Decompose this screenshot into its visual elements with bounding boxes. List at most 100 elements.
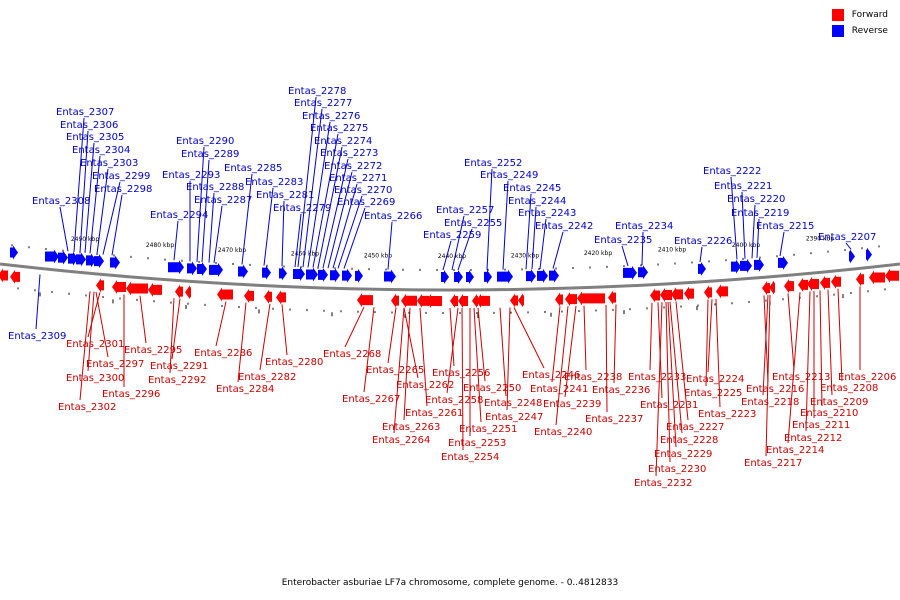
reverse-gene-label: Entas_2242 <box>535 221 593 232</box>
reverse-leader-line <box>502 180 509 270</box>
forward-gene-label: Entas_2291 <box>150 361 208 372</box>
forward-gene-arrow <box>450 293 458 308</box>
reverse-gene-arrow <box>778 255 788 270</box>
forward-leader-line <box>449 307 455 367</box>
reverse-gene-arrow <box>849 249 855 264</box>
scale-tick-label: 2400 kbp <box>732 242 760 249</box>
reverse-leader-line <box>294 213 302 267</box>
reverse-gene-label: Entas_2308 <box>32 196 90 207</box>
reverse-gene-label: Entas_2235 <box>594 235 652 246</box>
reverse-leader-line <box>621 245 629 267</box>
forward-leader-line <box>473 307 482 423</box>
reverse-leader-line <box>201 159 210 263</box>
reverse-leader-line <box>756 218 760 258</box>
reverse-gene-label: Entas_2222 <box>703 166 761 177</box>
reverse-gene-arrow <box>342 268 352 283</box>
forward-leader-line <box>837 288 843 382</box>
forward-gene-arrow <box>112 280 126 295</box>
forward-gene-label: Entas_2258 <box>425 395 483 406</box>
scale-tick-label: 2410 kbp <box>658 247 686 254</box>
forward-gene-label: Entas_2237 <box>585 414 643 425</box>
scale-tick-label: 2470 kbp <box>218 247 246 254</box>
map-caption: Enterobacter asburiae LF7a chromosome, c… <box>281 578 619 588</box>
reverse-leader-line <box>845 242 852 250</box>
reverse-leader-line <box>451 215 465 271</box>
reverse-swatch <box>831 25 844 37</box>
reverse-leader-line <box>96 168 109 255</box>
reverse-gene-label: Entas_2281 <box>256 190 314 201</box>
reverse-gene-label: Entas_2266 <box>364 211 422 222</box>
reverse-leader-line <box>730 176 738 260</box>
forward-gene-label: Entas_2300 <box>66 373 124 384</box>
forward-gene-arrow <box>684 286 694 301</box>
reverse-gene-arrow <box>318 267 328 282</box>
reverse-leader-line <box>111 194 123 256</box>
reverse-gene-label: Entas_2303 <box>80 158 138 169</box>
forward-gene-arrow <box>391 293 399 308</box>
reverse-gene-label: Entas_2288 <box>186 182 244 193</box>
reverse-gene-arrow <box>698 261 706 276</box>
reverse-gene-label: Entas_2245 <box>503 183 561 194</box>
forward-gene-arrow <box>807 276 819 291</box>
reverse-gene-label: Entas_2272 <box>324 161 382 172</box>
reverse-gene-arrow <box>168 260 184 275</box>
reverse-gene-arrow <box>238 264 248 279</box>
reverse-gene-arrow <box>58 250 68 265</box>
legend-reverse: Reverse <box>831 24 888 38</box>
reverse-leader-line <box>552 231 564 269</box>
forward-gene-label: Entas_2256 <box>432 368 490 379</box>
reverse-leader-line <box>263 187 274 266</box>
reverse-leader-line <box>59 206 69 252</box>
reverse-gene-arrow <box>94 254 104 269</box>
forward-gene-arrow <box>784 279 794 294</box>
forward-leader-line <box>551 306 561 383</box>
reverse-gene-label: Entas_2299 <box>92 171 150 182</box>
reverse-gene-arrow <box>10 245 18 260</box>
reverse-leader-line <box>741 191 746 259</box>
forward-leader-line <box>665 301 671 463</box>
reverse-leader-line <box>457 228 473 271</box>
reverse-gene-label: Entas_2219 <box>731 208 789 219</box>
reverse-gene-arrow <box>384 269 396 284</box>
reverse-leader-line <box>486 168 493 270</box>
forward-leader-line <box>667 301 677 448</box>
reverse-gene-arrow <box>197 262 207 277</box>
reverse-leader-line <box>337 195 363 269</box>
reverse-leader-line <box>89 155 101 254</box>
forward-leader-line <box>259 303 271 371</box>
reverse-gene-arrow <box>731 259 741 274</box>
forward-gene-arrow <box>762 281 770 296</box>
forward-leader-line <box>87 292 101 338</box>
chromosome-backbone <box>0 262 900 292</box>
reverse-leader-line <box>79 130 89 253</box>
forward-gene-label: Entas_2238 <box>564 372 622 383</box>
forward-gene-label: Entas_2282 <box>238 372 296 383</box>
forward-gene-label: Entas_2217 <box>744 458 802 469</box>
reverse-gene-arrow <box>623 265 637 280</box>
reverse-gene-label: Entas_2249 <box>480 170 538 181</box>
legend: Forward Reverse <box>831 8 888 40</box>
reverse-leader-line <box>302 108 323 268</box>
forward-leader-line <box>707 299 713 373</box>
forward-leader-line <box>499 307 507 397</box>
forward-leader-line <box>675 301 689 421</box>
reverse-leader-line <box>73 117 85 252</box>
forward-gene-arrow <box>885 268 899 283</box>
scale-tick-label: 2430 kbp <box>511 252 539 259</box>
forward-gene-arrow <box>264 289 272 304</box>
reverse-gene-arrow <box>330 268 340 283</box>
forward-gene-arrow <box>96 278 104 293</box>
forward-gene-arrow <box>472 293 478 308</box>
reverse-leader-line <box>539 218 547 270</box>
forward-gene-arrow <box>856 272 864 287</box>
reverse-gene-arrow <box>549 268 559 283</box>
reverse-gene-label: Entas_2220 <box>727 194 785 205</box>
gene-arrows <box>0 245 899 308</box>
forward-gene-label: Entas_2301 <box>66 339 124 350</box>
reverse-leader-line <box>699 246 703 263</box>
forward-gene-label: Entas_2218 <box>741 397 799 408</box>
reverse-gene-arrow <box>262 265 271 280</box>
forward-gene-label: Entas_2230 <box>648 464 706 475</box>
reverse-gene-arrow <box>497 269 513 284</box>
